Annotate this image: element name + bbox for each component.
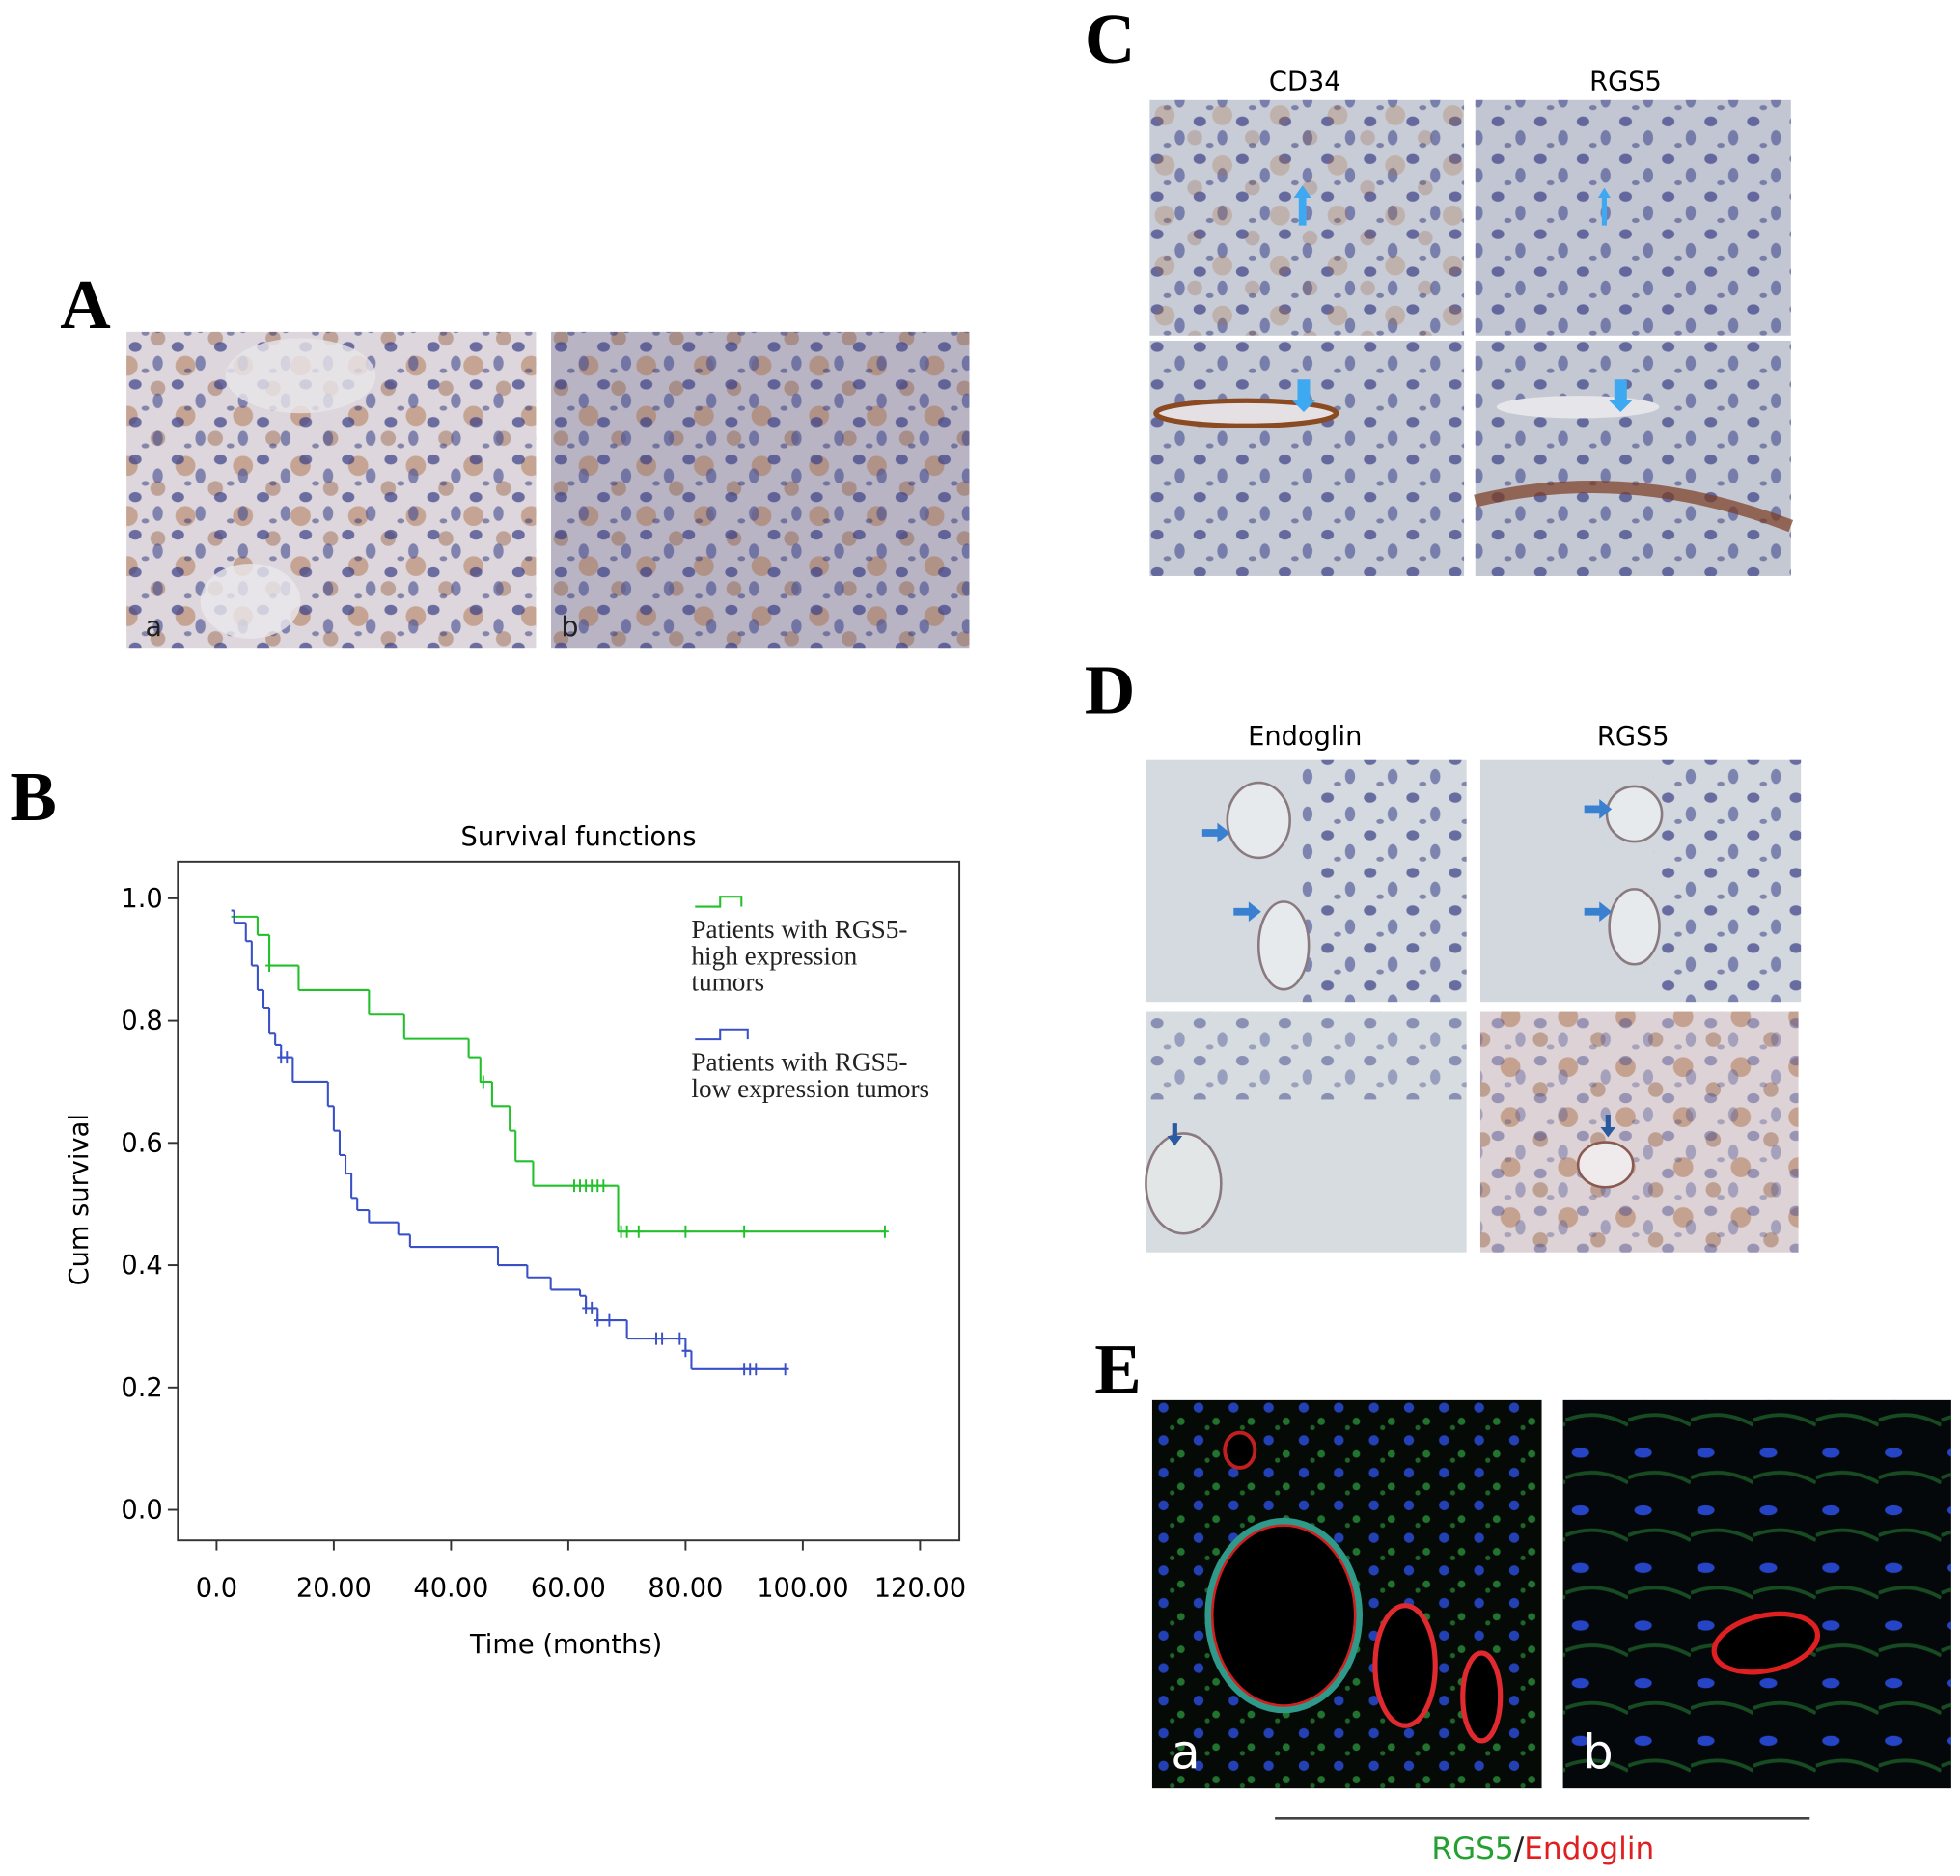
caption: RGS5/Endoglin: [1431, 1832, 1654, 1866]
x-tick-label: 80.00: [648, 1574, 723, 1604]
x-tick-label: 40.00: [413, 1574, 488, 1604]
legend-swatch: [695, 896, 743, 908]
caption-part: RGS5: [1431, 1832, 1513, 1866]
censor-mark: [740, 1225, 749, 1238]
censor-mark: [594, 1313, 602, 1327]
censor-mark: [479, 1075, 487, 1089]
micrograph: [551, 331, 970, 649]
censor-mark: [676, 1332, 684, 1345]
survival-chart: Survival functions Time (months) Cum sur…: [65, 822, 966, 1660]
censor-mark: [605, 1313, 614, 1327]
y-tick-label: 1.0: [121, 884, 162, 914]
censor-mark: [599, 1179, 608, 1193]
column-title: CD34: [1269, 67, 1341, 97]
censor-mark: [781, 1363, 789, 1376]
image-label: b: [1583, 1724, 1613, 1779]
legend-entry: Patients with RGS5-high expression tumor…: [691, 916, 908, 997]
panel-letter: A: [60, 265, 110, 344]
micrograph-grid: [1149, 99, 1794, 576]
censor-mark: [658, 1332, 666, 1345]
panel-letter: C: [1085, 0, 1135, 78]
y-tick-label: 0.0: [121, 1496, 162, 1526]
x-tick-label: 100.00: [757, 1574, 848, 1604]
y-axis-label: Cum survival: [65, 1114, 95, 1285]
image-label: b: [561, 610, 578, 643]
image-label: a: [1171, 1724, 1200, 1779]
legend-entry: Patients with RGS5-low expression tumors: [691, 1049, 930, 1104]
y-tick-label: 0.4: [121, 1251, 162, 1281]
micrograph: [126, 331, 537, 649]
legend-label: Patients with RGS5-low expression tumors: [691, 1049, 930, 1104]
column-title: RGS5: [1597, 722, 1670, 752]
column-title: RGS5: [1589, 67, 1662, 97]
x-axis-label: Time (months): [469, 1630, 662, 1660]
censor-mark: [283, 1051, 291, 1064]
caption-part: /: [1514, 1832, 1525, 1866]
censor-mark: [881, 1225, 889, 1238]
censor-mark: [622, 1225, 631, 1238]
legend-label: Patients with RGS5-high expression tumor…: [691, 916, 908, 997]
panel-letter: E: [1094, 1330, 1141, 1408]
censor-mark: [634, 1225, 643, 1238]
x-tick-label: 20.00: [296, 1574, 372, 1604]
chart-title: Survival functions: [461, 822, 697, 852]
x-tick-label: 60.00: [531, 1574, 606, 1604]
column-title: Endoglin: [1248, 722, 1362, 752]
censor-mark: [265, 959, 273, 973]
legend-swatch: [695, 1028, 749, 1041]
fluorescence-image: [1151, 1399, 1542, 1789]
y-tick-label: 0.8: [121, 1007, 162, 1036]
panel-letter: B: [10, 758, 56, 836]
caption-part: Endoglin: [1524, 1832, 1654, 1866]
panel-letter: D: [1085, 651, 1135, 730]
fluorescence-image: [1562, 1399, 1951, 1789]
y-tick-label: 0.2: [121, 1373, 162, 1403]
micrograph-grid: [1145, 759, 1802, 1253]
censor-mark: [588, 1301, 596, 1314]
x-tick-label: 0.0: [196, 1574, 237, 1604]
censor-mark: [681, 1344, 690, 1358]
censor-mark: [752, 1363, 760, 1376]
y-tick-label: 0.6: [121, 1128, 162, 1158]
x-tick-label: 120.00: [874, 1574, 966, 1604]
image-label: a: [146, 610, 163, 643]
censor-mark: [681, 1225, 690, 1238]
